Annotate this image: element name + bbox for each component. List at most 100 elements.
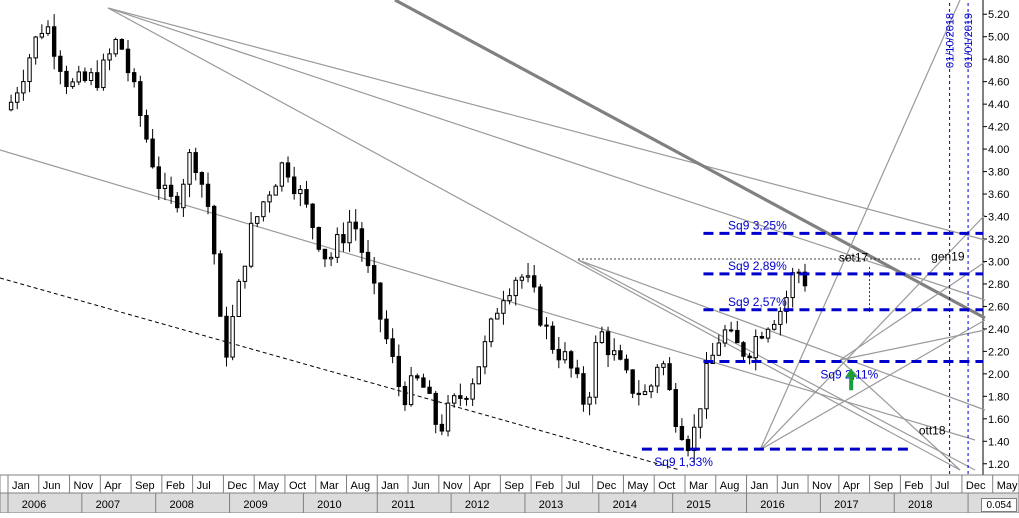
month-tick-label: Mar [320, 480, 339, 492]
sq9-level-label: Sq9 3,25% [728, 218, 787, 232]
candle-body [439, 423, 445, 432]
y-tick-label: 1.40 [988, 436, 1009, 448]
candle-body [365, 251, 371, 267]
month-tick-label: Feb [535, 480, 554, 492]
candle-body [476, 366, 481, 385]
candle-body [772, 323, 777, 330]
candle-body [513, 279, 518, 297]
x-axis: Jan Jun Nov Apr Sep Feb Jul Dec May Oct Mar Aug Jan J… [0, 474, 1019, 514]
candle-body [255, 216, 260, 224]
annotations: set17 gen19 ott18 [839, 249, 965, 437]
candle-body [273, 185, 278, 196]
candle-body [630, 369, 635, 394]
candle-body [248, 222, 254, 267]
candle-body [15, 92, 20, 103]
year-label: 2010 [317, 499, 341, 511]
month-tick-label: Feb [166, 480, 185, 492]
month-tick-label: Dec [966, 480, 986, 492]
candle-body [168, 184, 174, 197]
candle-body [538, 286, 543, 326]
y-tick-label: 3.80 [988, 167, 1009, 179]
month-tick-label: Aug [720, 480, 740, 492]
month-tick-label: Jan [381, 480, 399, 492]
candle-body [267, 194, 272, 203]
candle-body [445, 402, 451, 432]
month-tick-label: Dec [227, 480, 247, 492]
candle-body [291, 176, 297, 195]
month-tick-label: Jul [197, 480, 211, 492]
candle-body [242, 265, 248, 282]
candle-body [433, 392, 438, 425]
dashed-trendline [0, 277, 681, 471]
up-arrow-head [845, 368, 858, 378]
candle-body [458, 395, 463, 399]
candle-body [642, 391, 648, 396]
date-marker-label: 01/10/2018 [945, 13, 957, 68]
candle-body [144, 114, 149, 140]
candle-body [131, 72, 137, 83]
candle-body [470, 383, 475, 400]
candle-body [279, 162, 285, 187]
candle-body [224, 315, 229, 358]
candle-body [532, 275, 537, 288]
year-label: 2009 [243, 499, 267, 511]
candle-body [347, 221, 352, 244]
candle-body [802, 271, 808, 287]
candle-body [704, 362, 709, 410]
month-tick-label: Jul [935, 480, 949, 492]
candle-body [193, 152, 198, 174]
candle-body [747, 355, 752, 359]
trendline [839, 329, 986, 361]
candle-body [759, 336, 765, 339]
candle-body [371, 265, 377, 284]
year-label: 2008 [169, 499, 193, 511]
trendline [759, 0, 961, 451]
y-tick-label: 2.20 [988, 346, 1009, 358]
candle-body [488, 318, 494, 343]
trendline [759, 319, 986, 451]
candle-body [765, 328, 771, 339]
candle-body [205, 183, 211, 207]
y-tick-label: 5.00 [988, 32, 1009, 44]
annotation-text: ott18 [919, 424, 946, 438]
candle-body [316, 226, 321, 250]
trendline [394, 0, 986, 320]
candle-body [230, 316, 235, 358]
month-tick-label: Jun [412, 480, 430, 492]
candle-body [661, 363, 666, 368]
candle-body [156, 166, 161, 189]
candle-body [359, 228, 365, 253]
month-tick-label: Feb [904, 480, 923, 492]
candle-body [667, 363, 672, 391]
candle-body [495, 312, 500, 320]
candle-body [322, 248, 328, 260]
candle-body [451, 395, 457, 404]
candle-body [575, 367, 580, 375]
candle-body [599, 331, 605, 344]
candle-body [70, 81, 75, 88]
candle-body [236, 280, 241, 318]
candle-body [482, 341, 488, 368]
year-label: 2007 [96, 499, 120, 511]
candle-body [618, 350, 623, 360]
year-label: 2018 [908, 499, 932, 511]
trendline [107, 7, 986, 301]
candle-body [587, 396, 592, 405]
candle-body [501, 300, 506, 314]
candle-body [88, 72, 94, 82]
candle-body [33, 36, 38, 59]
candle-body [655, 366, 660, 387]
month-tick-label: Jan [12, 480, 30, 492]
month-tick-label: Jun [781, 480, 799, 492]
month-tick-label: Nov [443, 480, 463, 492]
trendline [577, 259, 976, 471]
month-tick-label: Aug [350, 480, 370, 492]
candle-body [27, 57, 32, 83]
year-label: 2015 [686, 499, 710, 511]
candle-body [45, 26, 51, 34]
candle-body [673, 389, 678, 427]
candle-body [728, 329, 734, 332]
candle-body [58, 55, 63, 72]
